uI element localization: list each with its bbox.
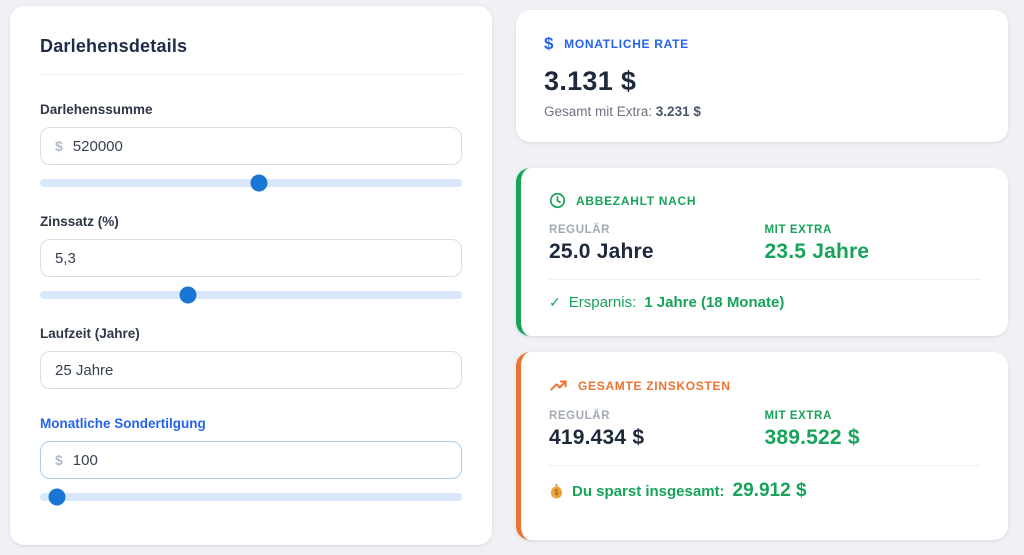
regular-label: REGULÄR	[549, 410, 611, 422]
extra-payment-label: Monatliche Sondertilgung	[40, 416, 206, 431]
payoff-title: ABBEZAHLT NACH	[576, 193, 697, 208]
monthly-rate-header: $ MONATLICHE RATE	[544, 34, 980, 54]
payoff-regular-value: 25.0 Jahre	[549, 240, 654, 263]
interest-title: GESAMTE ZINSKOSTEN	[578, 378, 731, 393]
payoff-divider	[549, 279, 980, 280]
payoff-regular-col: REGULÄR 25.0 Jahre	[549, 224, 765, 264]
clock-icon	[549, 192, 566, 209]
interest-compare: REGULÄR 419.434 $ MIT EXTRA 389.522 $	[549, 410, 980, 450]
extra-payment-slider-thumb[interactable]	[48, 488, 66, 506]
term-label: Laufzeit (Jahre)	[40, 326, 140, 341]
interest-rate-label: Zinssatz (%)	[40, 214, 119, 229]
loan-details-card: Darlehensdetails Darlehenssumme $ Zinssa…	[10, 6, 492, 545]
interest-divider	[549, 465, 980, 466]
payoff-extra-value: 23.5 Jahre	[764, 240, 870, 263]
subtitle-value: 3.231 $	[655, 104, 701, 119]
interest-header: GESAMTE ZINSKOSTEN	[549, 376, 980, 395]
savings-value: 1 Jahre (18 Monate)	[644, 294, 785, 311]
monthly-rate-card: $ MONATLICHE RATE 3.131 $ Gesamt mit Ext…	[516, 10, 1008, 142]
monthly-rate-value: 3.131 $	[544, 66, 637, 96]
loan-amount-label: Darlehenssumme	[40, 102, 153, 117]
savings-label: Ersparnis:	[568, 294, 637, 311]
monthly-rate-title: MONATLICHE RATE	[564, 37, 689, 51]
with-extra-label: MIT EXTRA	[764, 224, 832, 236]
term-input-wrap	[40, 351, 462, 389]
payoff-compare: REGULÄR 25.0 Jahre MIT EXTRA 23.5 Jahre	[549, 224, 980, 264]
dollar-prefix-icon: $	[55, 452, 63, 468]
title-divider	[40, 74, 462, 75]
interest-extra-value: 389.522 $	[764, 426, 860, 449]
loan-amount-slider-thumb[interactable]	[250, 174, 268, 192]
loan-amount-slider[interactable]	[40, 174, 462, 192]
term-input[interactable]	[55, 361, 447, 379]
interest-savings-line: Du sparst insgesamt: 29.912 $	[549, 480, 980, 502]
interest-rate-input-wrap	[40, 239, 462, 277]
interest-regular-col: REGULÄR 419.434 $	[549, 410, 765, 450]
loan-amount-field: Darlehenssumme $	[40, 102, 462, 192]
trending-up-icon	[549, 376, 568, 395]
payoff-extra-col: MIT EXTRA 23.5 Jahre	[765, 224, 981, 264]
loan-amount-input[interactable]	[72, 137, 447, 155]
payoff-header: ABBEZAHLT NACH	[549, 192, 980, 209]
regular-label: REGULÄR	[549, 224, 611, 236]
total-interest-card: GESAMTE ZINSKOSTEN REGULÄR 419.434 $ MIT…	[516, 352, 1008, 540]
interest-regular-value: 419.434 $	[549, 426, 645, 449]
interest-extra-col: MIT EXTRA 389.522 $	[765, 410, 981, 450]
with-extra-label: MIT EXTRA	[764, 410, 832, 422]
loan-amount-input-wrap: $	[40, 127, 462, 165]
dollar-prefix-icon: $	[55, 138, 63, 154]
interest-rate-input[interactable]	[55, 249, 447, 267]
extra-payment-field: Monatliche Sondertilgung $	[40, 416, 462, 506]
money-bag-icon	[549, 483, 564, 500]
form-title: Darlehensdetails	[40, 36, 188, 56]
term-field: Laufzeit (Jahre)	[40, 326, 462, 389]
interest-savings-label: Du sparst insgesamt:	[572, 482, 725, 500]
interest-rate-field: Zinssatz (%)	[40, 214, 462, 304]
monthly-rate-subtitle: Gesamt mit Extra: 3.231 $	[544, 104, 980, 119]
check-icon: ✓	[549, 294, 561, 310]
extra-payment-input[interactable]	[72, 451, 447, 469]
payoff-savings-line: ✓ Ersparnis: 1 Jahre (18 Monate)	[549, 294, 980, 311]
payoff-card: ABBEZAHLT NACH REGULÄR 25.0 Jahre MIT EX…	[516, 168, 1008, 336]
interest-rate-slider-thumb[interactable]	[179, 286, 197, 304]
extra-payment-slider[interactable]	[40, 488, 462, 506]
results-column: $ MONATLICHE RATE 3.131 $ Gesamt mit Ext…	[516, 6, 1008, 545]
interest-savings-value: 29.912 $	[732, 480, 807, 501]
extra-payment-input-wrap: $	[40, 441, 462, 479]
subtitle-label: Gesamt mit Extra:	[544, 104, 653, 119]
interest-rate-slider[interactable]	[40, 286, 462, 304]
dollar-icon: $	[544, 34, 555, 53]
